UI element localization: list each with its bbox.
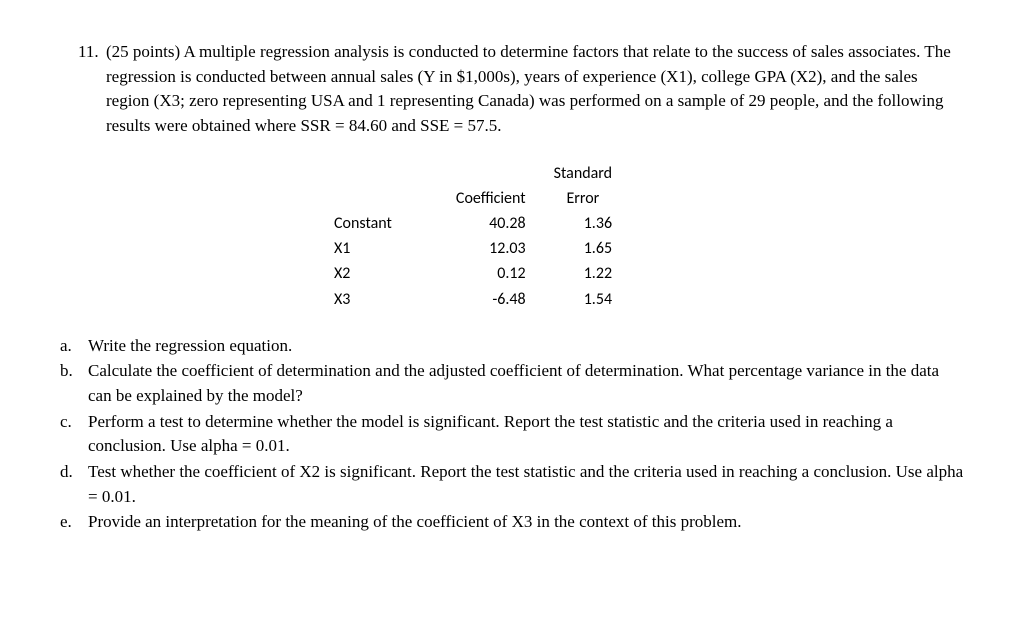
part-label: c.: [60, 410, 88, 459]
part-text: Calculate the coefficient of determinati…: [88, 359, 964, 408]
table-body: Constant 40.28 1.36 X1 12.03 1.65 X2 0.1…: [320, 211, 626, 312]
part-text: Perform a test to determine whether the …: [88, 410, 964, 459]
row-label: X3: [320, 287, 442, 312]
list-item: a. Write the regression equation.: [60, 334, 964, 359]
row-label: Constant: [320, 211, 442, 236]
list-item: e. Provide an interpretation for the mea…: [60, 510, 964, 535]
question-intro: (25 points) A multiple regression analys…: [106, 40, 964, 139]
sub-parts-list: a. Write the regression equation. b. Cal…: [60, 334, 964, 535]
table-header-blank: [320, 161, 442, 186]
list-item: c. Perform a test to determine whether t…: [60, 410, 964, 459]
row-label: X2: [320, 261, 442, 286]
part-text: Provide an interpretation for the meanin…: [88, 510, 964, 535]
part-label: e.: [60, 510, 88, 535]
row-stderr: 1.36: [540, 211, 626, 236]
question-number: 11.: [78, 40, 106, 139]
part-label: a.: [60, 334, 88, 359]
part-label: b.: [60, 359, 88, 408]
row-stderr: 1.65: [540, 236, 626, 261]
table-header-stderr-bottom: Error: [540, 186, 626, 211]
list-item: b. Calculate the coefficient of determin…: [60, 359, 964, 408]
table-header-stderr-top: Standard: [540, 161, 626, 186]
row-coef: -6.48: [442, 287, 540, 312]
row-coef: 0.12: [442, 261, 540, 286]
table-row: X1 12.03 1.65: [320, 236, 626, 261]
row-coef: 40.28: [442, 211, 540, 236]
row-stderr: 1.54: [540, 287, 626, 312]
part-label: d.: [60, 460, 88, 509]
question-header: 11. (25 points) A multiple regression an…: [60, 40, 964, 139]
row-coef: 12.03: [442, 236, 540, 261]
row-stderr: 1.22: [540, 261, 626, 286]
table-row: Constant 40.28 1.36: [320, 211, 626, 236]
part-text: Test whether the coefficient of X2 is si…: [88, 460, 964, 509]
row-label: X1: [320, 236, 442, 261]
part-text: Write the regression equation.: [88, 334, 964, 359]
table-row: X3 -6.48 1.54: [320, 287, 626, 312]
table-header-coef: Coefficient: [442, 161, 540, 211]
list-item: d. Test whether the coefficient of X2 is…: [60, 460, 964, 509]
regression-table: Coefficient Standard Error Constant 40.2…: [320, 161, 626, 312]
table-row: X2 0.12 1.22: [320, 261, 626, 286]
